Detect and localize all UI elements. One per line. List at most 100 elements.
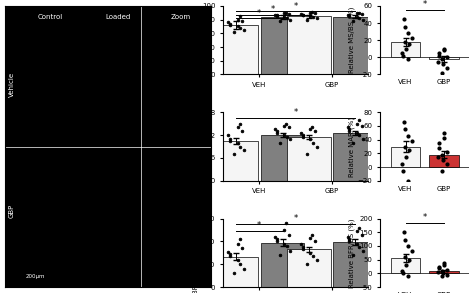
Bar: [333, 242, 377, 287]
Point: [299, 12, 307, 17]
Point: [271, 234, 279, 239]
Point: [299, 13, 307, 18]
Text: *: *: [422, 213, 427, 222]
Point: [309, 125, 316, 130]
Point: [408, 139, 416, 143]
Point: [236, 262, 244, 267]
Point: [299, 133, 307, 137]
Point: [281, 123, 288, 128]
Point: [443, 268, 451, 272]
Text: *: *: [293, 214, 298, 223]
Point: [353, 241, 361, 246]
Point: [359, 17, 367, 22]
Text: Vehicle: Vehicle: [9, 72, 15, 97]
Bar: [214, 25, 258, 74]
Point: [344, 125, 351, 130]
Point: [283, 121, 290, 126]
Point: [303, 262, 310, 267]
Point: [398, 161, 406, 166]
Point: [405, 148, 412, 152]
Point: [438, 269, 446, 274]
Point: [271, 12, 279, 17]
Point: [240, 28, 248, 32]
Point: [443, 65, 451, 70]
Point: [311, 239, 319, 244]
Bar: [391, 258, 420, 273]
Point: [355, 10, 363, 15]
Point: [236, 121, 244, 126]
Text: Control: Control: [37, 14, 63, 20]
Point: [355, 225, 363, 230]
Text: *: *: [257, 8, 261, 18]
Bar: [429, 155, 459, 167]
Point: [226, 138, 234, 143]
Point: [399, 168, 407, 173]
Point: [436, 141, 443, 145]
Point: [309, 254, 317, 259]
Point: [402, 263, 410, 268]
Point: [230, 152, 237, 156]
Point: [236, 144, 244, 149]
Point: [238, 19, 246, 23]
Point: [303, 17, 310, 22]
Point: [271, 127, 279, 132]
Point: [299, 247, 307, 252]
Point: [408, 249, 416, 254]
Text: a: a: [15, 14, 24, 27]
Bar: [429, 57, 459, 59]
Point: [401, 40, 408, 44]
Bar: [214, 141, 258, 181]
Point: [439, 158, 447, 163]
Point: [307, 14, 314, 18]
Point: [285, 232, 293, 237]
Text: *: *: [293, 108, 298, 117]
Point: [353, 11, 361, 16]
Point: [303, 152, 310, 156]
Point: [436, 264, 443, 269]
Point: [443, 55, 451, 60]
Point: [353, 229, 361, 234]
Point: [234, 17, 242, 22]
Point: [443, 161, 451, 166]
Point: [285, 125, 293, 130]
Text: Zoom: Zoom: [170, 14, 190, 20]
Point: [359, 248, 367, 253]
Point: [402, 154, 410, 159]
Point: [234, 125, 242, 130]
Point: [399, 53, 407, 58]
Point: [438, 152, 446, 157]
Point: [401, 25, 409, 30]
Point: [438, 57, 446, 61]
Bar: [287, 249, 330, 287]
Point: [307, 137, 314, 141]
Point: [309, 140, 317, 145]
Point: [240, 267, 248, 271]
Point: [436, 51, 443, 55]
Bar: [261, 243, 304, 287]
Point: [440, 48, 448, 53]
Point: [234, 257, 242, 262]
Point: [346, 14, 353, 18]
Bar: [429, 271, 459, 273]
Point: [283, 10, 290, 15]
Point: [276, 140, 284, 145]
Point: [402, 46, 410, 51]
Point: [356, 16, 363, 21]
Bar: [391, 42, 420, 57]
Point: [287, 17, 294, 22]
Point: [405, 257, 412, 262]
Point: [440, 130, 448, 135]
Point: [230, 30, 237, 34]
Bar: [333, 133, 377, 181]
Point: [356, 133, 363, 137]
Point: [297, 12, 305, 16]
Point: [238, 246, 246, 251]
Point: [287, 137, 294, 141]
Point: [344, 12, 351, 17]
Point: [276, 19, 284, 23]
Point: [438, 70, 446, 75]
Point: [434, 270, 442, 274]
Point: [404, 31, 412, 36]
Text: *: *: [257, 221, 261, 230]
Point: [226, 254, 234, 259]
